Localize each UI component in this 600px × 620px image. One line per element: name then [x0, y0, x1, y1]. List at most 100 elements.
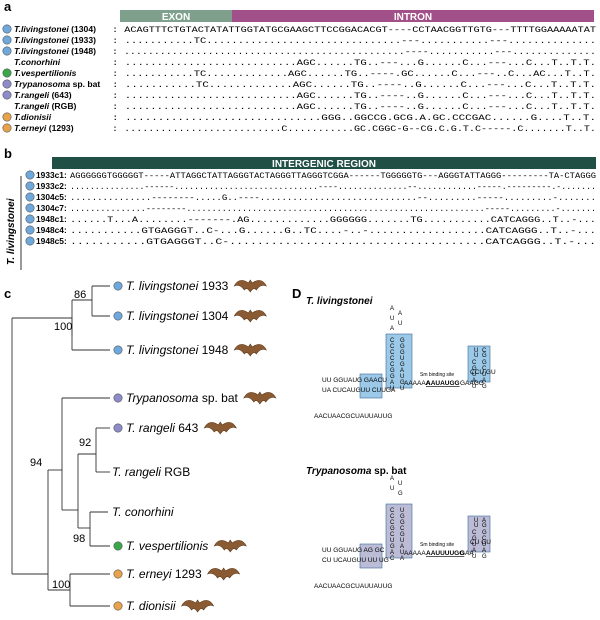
intron-label: INTRON [394, 12, 432, 23]
taxon-color-dot [113, 345, 123, 355]
bootstrap-86: 86 [74, 289, 86, 301]
loop-base: G [398, 491, 403, 497]
species-color-dot [2, 68, 12, 78]
species-color-dot [2, 79, 12, 89]
taxon-label: T. dionisii [126, 599, 176, 613]
stem-base: G [390, 368, 395, 374]
stem-box [467, 515, 491, 553]
bat-icon [207, 567, 241, 581]
stem-seq: UU GGUAUG GAACU [322, 377, 387, 384]
stem-seq: UA CUCAUGUU CUUGA [322, 387, 396, 394]
stem-box [385, 503, 413, 559]
taxon-color-dot [113, 601, 123, 611]
intergenic-label: INTERGENIC REGION [272, 159, 376, 170]
stem-base: C [390, 520, 395, 526]
taxon-label: T. livingstonei 1933 [126, 279, 229, 293]
stem-base: C [400, 526, 405, 532]
stem-base: A [482, 378, 486, 384]
taxon-label: T. erneyi 1293 [126, 567, 202, 581]
loop-base: A [398, 311, 402, 317]
clone-sequence-row: ...........GTGAGGGT..C-...G......G..TC..… [70, 227, 596, 236]
stem-base: U [472, 384, 476, 390]
stem-base: U [400, 386, 404, 392]
species-label: T.conorhini [14, 57, 61, 67]
clone-color-dot [25, 225, 35, 235]
loop-base: A [390, 326, 394, 332]
stem-base: C [390, 344, 395, 350]
taxon-color-dot [113, 311, 123, 321]
clone-color-dot [25, 181, 35, 191]
stem-base: G [400, 532, 405, 538]
loop-base: U [390, 486, 394, 492]
stem-base: G [472, 366, 477, 372]
clone-label: 1948c4: [36, 225, 67, 235]
bootstrap-94: 94 [30, 457, 42, 469]
stem-base: U [472, 372, 476, 378]
stem-base: U [400, 550, 404, 556]
stem-base: A [482, 548, 486, 554]
stem-base: C [472, 530, 477, 536]
bat-icon [213, 539, 247, 553]
clone-label: 1933c1: [36, 170, 67, 180]
loop-base: A [390, 476, 394, 482]
branch-seq: CCU GU [470, 369, 496, 376]
species-color-dot [2, 123, 12, 133]
bootstrap-100b: 100 [52, 579, 70, 591]
clone-label: 1948c5: [36, 236, 67, 246]
species-label: T.livingstonei (1304) [14, 24, 96, 34]
stem-base: A [390, 550, 394, 556]
clone-sequence-row: ......T...A........-------.AG...........… [70, 216, 596, 225]
loop-base: U [474, 348, 478, 354]
stem-box [359, 543, 383, 569]
sm-site-label: Sm binding site [420, 542, 454, 548]
stem-base: G [390, 374, 395, 380]
taxon-label: T. conorhini [112, 505, 174, 519]
stem-base: C [482, 366, 487, 372]
stem-base: U [482, 542, 486, 548]
stem-base: C [472, 360, 477, 366]
loop-base: G [482, 523, 487, 529]
species-color-dot [2, 112, 12, 122]
taxon-label: T. vespertilionis [126, 539, 208, 553]
taxon-color-dot [113, 541, 123, 551]
bootstrap-92: 92 [79, 437, 91, 449]
taxon-label: T. rangeli RGB [112, 465, 190, 479]
mid-seq: AAAAAA [404, 380, 431, 387]
stem-base: C [482, 536, 487, 542]
clone-sequence-row: ...........GTGAGGGT..C-.................… [70, 238, 596, 247]
stem-base: G [400, 338, 405, 344]
clone-sequence-row: ...............------...................… [70, 183, 596, 192]
bootstrap-100a: 100 [54, 321, 72, 333]
tail-seq: AACUAACGCUAUUAUUG [314, 413, 392, 420]
bat-icon [233, 309, 267, 323]
stem-base: A [472, 548, 476, 554]
sequence-row: : ..........................C...........… [112, 125, 596, 134]
loop-base: U [398, 321, 402, 327]
clone-color-dot [25, 214, 35, 224]
stem-base: C [390, 508, 395, 514]
sequence-row: : ...........TC.............AGC......TG.… [112, 81, 596, 90]
panel-b-label: b [4, 146, 12, 161]
loop-base: A [390, 306, 394, 312]
taxon-color-dot [113, 569, 123, 579]
species-color-dot [2, 35, 12, 45]
loop-base: U [474, 518, 478, 524]
species-label: T.livingstonei (1933) [14, 35, 96, 45]
stem-base: A [472, 378, 476, 384]
end-seq: GAA [460, 550, 474, 557]
sequence-row: : ...........................AGC......TG… [112, 92, 596, 101]
stem-base: U [400, 356, 404, 362]
taxon-label: T. rangeli 643 [126, 421, 199, 435]
branch-seq: CU GU [470, 539, 491, 546]
sequence-row: : ...........TC.........................… [112, 37, 596, 46]
clone-color-dot [25, 236, 35, 246]
structure-title: T. livingstonei [306, 296, 373, 307]
stem-base: U [390, 538, 394, 544]
bat-icon [203, 421, 237, 435]
stem-seq: CU UCAUGUU UU UG [322, 557, 389, 564]
stem-base: A [390, 380, 394, 386]
stem-base: G [400, 344, 405, 350]
species-label: T.vespertilionis [14, 68, 77, 78]
